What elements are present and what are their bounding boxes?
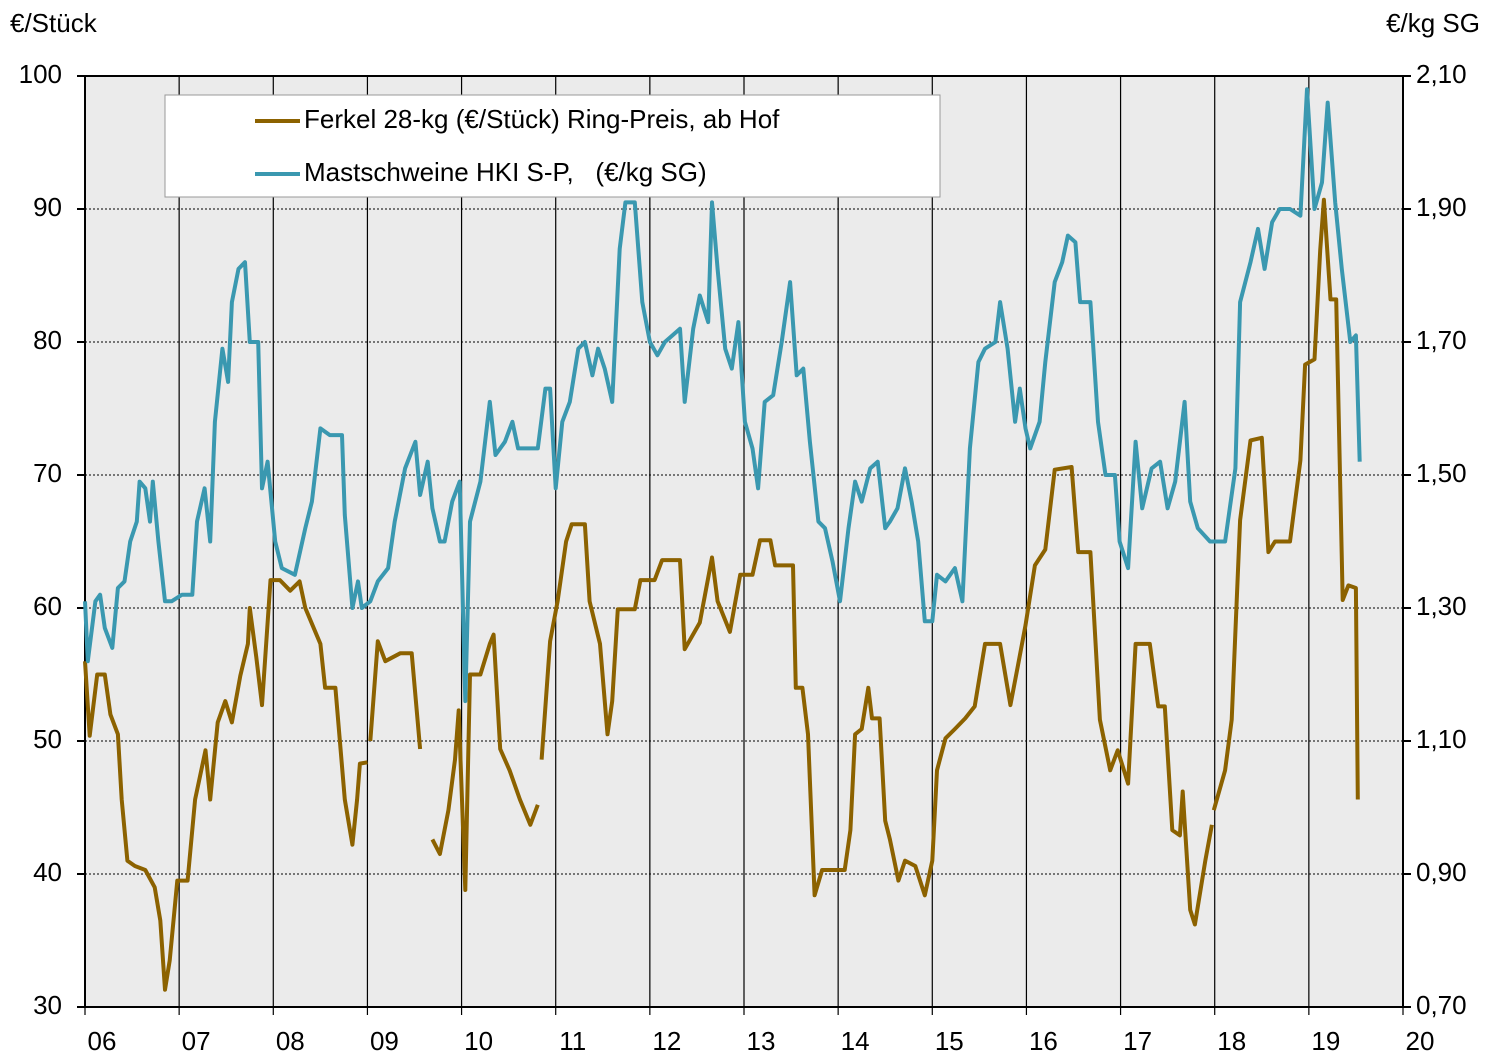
x-tick-label: 09 [370, 1026, 399, 1056]
x-tick-label: 16 [1029, 1026, 1058, 1056]
x-tick-label: 14 [841, 1026, 870, 1056]
x-tick-label: 13 [747, 1026, 776, 1056]
y2-axis-label: €/kg SG [1386, 8, 1480, 38]
x-tick-label: 17 [1123, 1026, 1152, 1056]
y-tick-label: 60 [33, 591, 62, 621]
x-tick-label: 08 [276, 1026, 305, 1056]
y-tick-label: 70 [33, 458, 62, 488]
y-tick-label: 90 [33, 192, 62, 222]
legend-label: Ferkel 28-kg (€/Stück) Ring-Preis, ab Ho… [304, 104, 780, 134]
x-tick-label: 19 [1311, 1026, 1340, 1056]
legend-box [164, 94, 941, 198]
y2-tick-label: 1,70 [1416, 325, 1467, 355]
y-tick-label: 50 [33, 724, 62, 754]
y-axis-label: €/Stück [10, 8, 98, 38]
y2-tick-label: 1,30 [1416, 591, 1467, 621]
y2-tick-label: 1,10 [1416, 724, 1467, 754]
y-tick-label: 80 [33, 325, 62, 355]
plot-frame [84, 75, 1404, 1008]
data-line [83, 87, 1362, 704]
x-tick-label: 15 [935, 1026, 964, 1056]
y-tick-label: 40 [33, 857, 62, 887]
y-tick-label: 30 [33, 990, 62, 1020]
y-tick-label: 100 [19, 59, 62, 89]
x-tick-label: 07 [182, 1026, 211, 1056]
data-line [83, 197, 1360, 992]
x-tick-label: 06 [88, 1026, 117, 1056]
y2-tick-label: 1,50 [1416, 458, 1467, 488]
x-tick-label: 20 [1406, 1026, 1435, 1056]
y2-tick-label: 0,70 [1416, 990, 1467, 1020]
x-tick-label: 10 [464, 1026, 493, 1056]
legend-label: Mastschweine HKI S-P, (€/kg SG) [304, 157, 707, 187]
y2-tick-label: 0,90 [1416, 857, 1467, 887]
x-tick-label: 12 [652, 1026, 681, 1056]
y2-tick-label: 2,10 [1416, 59, 1467, 89]
x-tick-label: 11 [559, 1026, 586, 1056]
y2-tick-label: 1,90 [1416, 192, 1467, 222]
x-tick-label: 18 [1217, 1026, 1246, 1056]
